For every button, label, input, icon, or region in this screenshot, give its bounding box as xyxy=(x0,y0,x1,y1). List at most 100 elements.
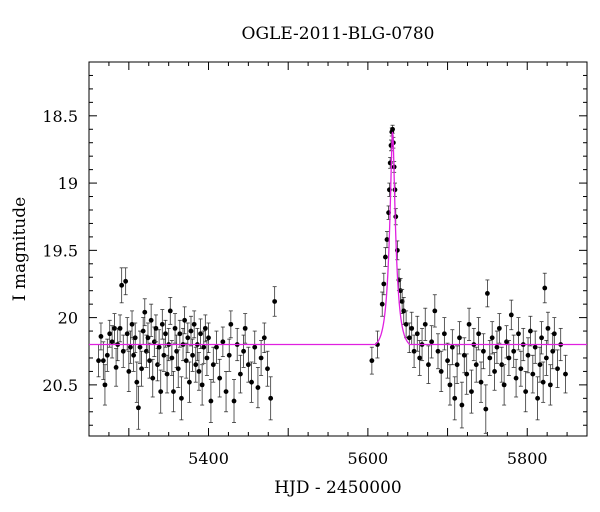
data-point xyxy=(131,352,137,358)
data-point xyxy=(261,335,267,341)
data-point xyxy=(535,395,540,401)
x-tick-label: 5800 xyxy=(507,449,548,468)
data-point xyxy=(449,344,455,350)
data-point xyxy=(242,325,248,331)
data-point xyxy=(202,325,208,331)
data-point xyxy=(123,278,129,284)
data-point xyxy=(186,379,192,385)
data-point xyxy=(191,321,197,327)
data-point xyxy=(454,362,460,368)
data-point xyxy=(177,331,183,337)
data-point xyxy=(136,405,141,411)
data-point xyxy=(532,344,538,350)
y-tick-label: 19 xyxy=(58,174,78,193)
data-point xyxy=(447,382,453,388)
data-point xyxy=(112,325,117,331)
data-point xyxy=(208,398,214,404)
data-point xyxy=(417,355,423,361)
data-point xyxy=(163,331,168,337)
data-point xyxy=(167,308,173,314)
data-point xyxy=(459,402,465,408)
data-point xyxy=(513,375,519,381)
data-point xyxy=(506,355,512,361)
data-point xyxy=(511,348,517,354)
data-point xyxy=(265,366,270,372)
data-point xyxy=(530,371,536,377)
data-point xyxy=(140,328,146,334)
data-points xyxy=(96,124,568,434)
data-point xyxy=(126,369,132,374)
data-point xyxy=(199,382,205,388)
data-point xyxy=(124,331,130,337)
data-point xyxy=(369,358,375,364)
data-point xyxy=(457,335,462,341)
data-point xyxy=(501,382,507,388)
data-point xyxy=(169,355,175,361)
data-point xyxy=(379,301,385,307)
data-point xyxy=(113,364,119,370)
data-point xyxy=(196,369,202,374)
data-point xyxy=(483,406,489,412)
data-point xyxy=(193,362,199,368)
data-point xyxy=(540,379,546,385)
data-point xyxy=(148,317,154,323)
data-point xyxy=(492,369,497,374)
x-axis-ticks xyxy=(108,62,588,436)
y-tick-label: 18.5 xyxy=(42,107,78,126)
data-point xyxy=(411,348,417,354)
data-point xyxy=(120,348,126,354)
data-point xyxy=(537,362,543,368)
data-point xyxy=(543,355,549,361)
model-curve xyxy=(89,131,587,346)
data-point xyxy=(171,389,176,395)
data-point xyxy=(104,352,110,358)
data-point xyxy=(547,382,553,388)
data-point xyxy=(96,358,101,364)
data-point xyxy=(429,339,435,345)
data-point xyxy=(518,366,524,372)
data-point xyxy=(487,355,493,361)
data-point xyxy=(489,335,495,341)
data-point xyxy=(156,344,162,350)
plot-frame xyxy=(88,61,588,437)
data-point xyxy=(499,362,505,368)
data-point xyxy=(445,358,450,364)
data-point xyxy=(390,126,395,132)
data-point xyxy=(478,379,484,385)
data-point xyxy=(214,344,219,350)
data-point xyxy=(132,335,138,341)
data-point xyxy=(496,325,502,331)
data-point xyxy=(164,371,170,377)
data-point xyxy=(119,282,125,288)
data-point xyxy=(516,331,521,337)
data-point xyxy=(226,352,232,358)
data-point xyxy=(563,371,568,377)
data-point xyxy=(252,344,258,350)
data-point xyxy=(469,389,474,395)
x-axis-label: HJD - 2450000 xyxy=(274,478,402,498)
data-point xyxy=(545,325,551,331)
data-point xyxy=(481,348,486,354)
data-point xyxy=(384,237,390,242)
data-point xyxy=(150,375,156,381)
chart-title: OGLE-2011-BLG-0780 xyxy=(242,24,435,44)
data-point xyxy=(523,389,529,395)
data-point xyxy=(494,344,500,350)
data-point xyxy=(401,308,407,314)
data-point xyxy=(102,382,108,388)
data-point xyxy=(381,281,387,287)
x-tick-labels: 5400 5600 5800 xyxy=(188,449,547,468)
data-point xyxy=(555,366,560,372)
data-point xyxy=(237,371,243,377)
data-point xyxy=(223,389,229,395)
data-point xyxy=(422,321,428,327)
data-point xyxy=(139,366,144,372)
data-point xyxy=(241,348,246,354)
data-point xyxy=(435,348,441,354)
data-point xyxy=(249,379,254,385)
data-point xyxy=(198,331,203,337)
data-point xyxy=(220,339,226,345)
data-point xyxy=(128,344,133,350)
data-point xyxy=(406,335,412,341)
